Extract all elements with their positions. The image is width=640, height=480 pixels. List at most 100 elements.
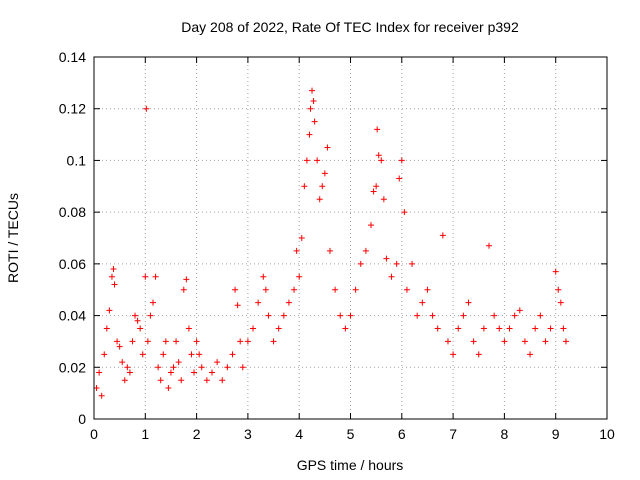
data-points <box>93 87 569 399</box>
data-point <box>429 312 436 319</box>
data-point <box>357 260 364 267</box>
data-point <box>147 312 154 319</box>
data-point <box>265 312 272 319</box>
data-point <box>380 196 387 203</box>
data-point <box>167 369 174 376</box>
data-point <box>144 338 151 345</box>
data-point <box>155 364 162 371</box>
data-point <box>296 273 303 280</box>
x-tick-label: 3 <box>244 426 252 442</box>
data-point <box>134 317 141 324</box>
data-point <box>470 338 477 345</box>
data-point <box>132 312 139 319</box>
data-point <box>232 286 239 293</box>
data-point <box>119 359 126 366</box>
data-point <box>149 299 156 306</box>
data-point <box>306 131 313 138</box>
data-point <box>239 364 246 371</box>
data-point <box>373 183 380 190</box>
grid-lines <box>94 57 607 419</box>
data-point <box>111 281 118 288</box>
data-point <box>301 183 308 190</box>
data-point <box>388 273 395 280</box>
data-point <box>255 299 262 306</box>
data-point <box>101 351 108 358</box>
data-point <box>424 286 431 293</box>
data-point <box>401 209 408 216</box>
data-point <box>316 196 323 203</box>
data-point <box>293 247 300 254</box>
data-point <box>434 325 441 332</box>
data-point <box>185 325 192 332</box>
y-tick-label: 0.08 <box>59 204 86 220</box>
data-point <box>501 338 508 345</box>
data-point <box>142 273 149 280</box>
data-point <box>260 273 267 280</box>
data-point <box>465 299 472 306</box>
data-point <box>374 126 381 133</box>
data-point <box>275 325 282 332</box>
data-point <box>480 325 487 332</box>
x-tick-label: 7 <box>449 426 457 442</box>
data-point <box>108 273 115 280</box>
data-point <box>403 286 410 293</box>
data-point <box>311 118 318 125</box>
data-point <box>342 325 349 332</box>
data-point <box>511 312 518 319</box>
data-point <box>506 325 513 332</box>
data-point <box>396 175 403 182</box>
data-point <box>319 183 326 190</box>
data-point <box>157 377 164 384</box>
data-point <box>383 255 390 262</box>
data-point <box>486 242 493 249</box>
data-point <box>332 286 339 293</box>
data-point <box>178 377 185 384</box>
x-tick-label: 0 <box>90 426 98 442</box>
y-tick-label: 0.04 <box>59 308 86 324</box>
data-point <box>219 377 226 384</box>
data-point <box>532 325 539 332</box>
x-axis-label: GPS time / hours <box>297 457 404 473</box>
y-tick-label: 0 <box>78 411 86 427</box>
data-point <box>214 359 221 366</box>
data-point <box>280 312 287 319</box>
data-point <box>93 384 100 391</box>
data-point <box>516 307 523 314</box>
data-point <box>347 312 354 319</box>
data-point <box>455 325 462 332</box>
data-point <box>188 351 195 358</box>
data-point <box>310 97 317 104</box>
data-point <box>542 338 549 345</box>
data-point <box>114 338 121 345</box>
data-point <box>378 157 385 164</box>
y-tick-label: 0.14 <box>59 49 86 65</box>
data-point <box>368 222 375 229</box>
x-tick-label: 2 <box>193 426 201 442</box>
data-point <box>314 157 321 164</box>
x-tick-label: 4 <box>295 426 303 442</box>
x-axis-ticks: 0 1 2 3 4 5 6 7 8 9 10 <box>90 57 615 442</box>
data-point <box>180 286 187 293</box>
data-point <box>326 247 333 254</box>
data-point <box>203 377 210 384</box>
data-point <box>562 338 569 345</box>
data-point <box>375 152 382 159</box>
data-point <box>352 286 359 293</box>
data-point <box>560 325 567 332</box>
data-point <box>398 157 405 164</box>
data-point <box>409 260 416 267</box>
data-point <box>414 312 421 319</box>
y-tick-label: 0.1 <box>67 152 87 168</box>
data-point <box>324 144 331 151</box>
data-point <box>460 312 467 319</box>
y-tick-label: 0.06 <box>59 256 86 272</box>
data-point <box>152 273 159 280</box>
data-point <box>237 338 244 345</box>
chart-title: Day 208 of 2022, Rate Of TEC Index for r… <box>181 19 519 35</box>
data-point <box>393 260 400 267</box>
data-point <box>337 312 344 319</box>
data-point <box>106 307 113 314</box>
data-point <box>298 235 305 241</box>
data-point <box>537 312 544 319</box>
